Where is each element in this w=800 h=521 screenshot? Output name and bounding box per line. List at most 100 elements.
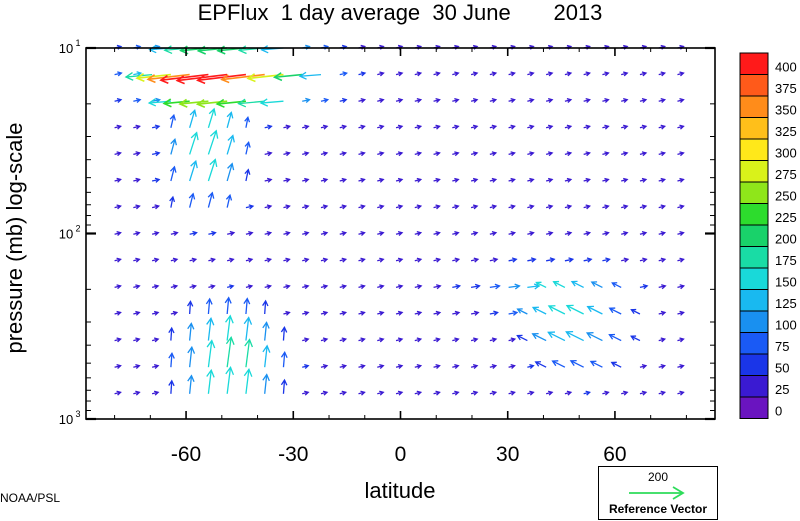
flux-arrow <box>299 73 322 77</box>
flux-arrow <box>245 169 249 182</box>
flux-arrowhead <box>341 390 348 396</box>
flux-arrowhead <box>148 45 157 54</box>
flux-arrowhead <box>188 192 196 200</box>
flux-arrowhead <box>135 204 141 210</box>
flux-arrow <box>611 361 622 368</box>
flux-arrowhead <box>397 124 404 130</box>
flux-arrowhead <box>416 71 423 77</box>
flux-arrowhead <box>187 322 195 330</box>
flux-arrowhead <box>116 231 122 236</box>
flux-arrowhead <box>660 364 667 369</box>
y-tick-label: 10 <box>59 41 73 56</box>
flux-arrowhead <box>435 124 441 130</box>
flux-arrow <box>226 315 231 341</box>
flux-arrow <box>170 353 173 368</box>
flux-arrowhead <box>679 177 685 183</box>
flux-arrowhead <box>153 284 160 290</box>
flux-arrow <box>546 258 555 262</box>
flux-arrow <box>179 100 209 105</box>
flux-arrowhead <box>154 230 160 236</box>
flux-arrowhead <box>169 113 176 121</box>
flux-arrowhead <box>322 310 329 316</box>
flux-arrowhead <box>168 379 175 387</box>
flux-arrowhead <box>262 373 270 382</box>
flux-arrowhead <box>454 71 460 77</box>
flux-arrowhead <box>135 177 141 183</box>
colorbar-swatch <box>739 267 769 290</box>
flux-arrowhead <box>454 151 460 157</box>
flux-arrowhead <box>379 204 385 210</box>
flux-arrowhead <box>187 345 196 354</box>
flux-arrowhead <box>172 310 179 316</box>
flux-arrowhead <box>472 364 479 369</box>
flux-arrow <box>260 100 284 104</box>
flux-arrowhead <box>610 361 617 367</box>
flux-arrowhead <box>585 332 594 339</box>
flux-arrowhead <box>491 177 498 183</box>
flux-arrowhead <box>547 331 555 339</box>
flux-arrowhead <box>547 124 554 130</box>
x-tick-label: 0 <box>395 443 407 466</box>
flux-arrowhead <box>229 284 235 290</box>
flux-arrowhead <box>341 177 348 183</box>
flux-arrowhead <box>512 310 519 316</box>
flux-arrowhead <box>608 333 616 340</box>
flux-arrowhead <box>379 151 385 157</box>
flux-arrowhead <box>604 124 610 130</box>
flux-arrow <box>226 112 232 128</box>
flux-arrowhead <box>146 74 156 84</box>
flux-arrowhead <box>642 257 648 263</box>
flux-arrow <box>170 114 175 128</box>
flux-arrow <box>226 163 233 182</box>
flux-arrowhead <box>322 337 329 343</box>
flux-arrowhead <box>641 231 648 236</box>
flux-arrowhead <box>623 71 629 77</box>
flux-arrowhead <box>472 124 479 130</box>
flux-arrowhead <box>416 98 423 103</box>
flux-arrowhead <box>322 390 329 396</box>
colorbar-label: 100 <box>775 317 797 332</box>
flux-arrowhead <box>360 231 366 236</box>
colorbar-label: 25 <box>775 382 789 397</box>
flux-arrow <box>548 305 566 315</box>
flux-arrowhead <box>215 98 225 108</box>
flux-arrowhead <box>304 177 310 183</box>
flux-arrowhead <box>566 98 573 103</box>
flux-arrowhead <box>379 284 385 290</box>
flux-arrowhead <box>220 74 230 84</box>
flux-arrowhead <box>529 390 535 396</box>
flux-arrowhead <box>116 364 122 369</box>
flux-arrowhead <box>492 257 499 263</box>
flux-arrow <box>226 195 231 208</box>
flux-arrow <box>170 380 173 394</box>
flux-arrowhead <box>494 283 501 290</box>
flux-arrow <box>188 375 193 394</box>
flux-arrow <box>170 328 173 341</box>
flux-arrowhead <box>679 364 685 369</box>
flux-arrowhead <box>341 124 348 130</box>
flux-arrowhead <box>266 257 273 263</box>
flux-arrowhead <box>660 177 667 183</box>
reference-vector-box: 200 Reference Vector <box>598 466 718 520</box>
flux-arrowhead <box>153 337 160 343</box>
flux-arrowhead <box>454 390 460 396</box>
flux-arrowhead <box>435 390 441 396</box>
flux-arrowhead <box>397 364 404 369</box>
flux-arrowhead <box>397 177 404 183</box>
flux-arrowhead <box>660 151 667 157</box>
flux-arrowhead <box>454 364 460 369</box>
flux-arrowhead <box>473 257 480 263</box>
flux-arrowhead <box>209 158 218 167</box>
flux-arrowhead <box>510 151 516 157</box>
flux-arrowhead <box>585 231 592 236</box>
flux-arrowhead <box>285 284 291 290</box>
flux-arrowhead <box>341 204 348 210</box>
flux-arrowhead <box>435 310 442 316</box>
colorbar-label: 225 <box>775 210 797 225</box>
y-tick-label: 10 <box>59 227 73 242</box>
flux-arrowhead <box>226 111 234 119</box>
flux-arrow <box>590 360 603 368</box>
flux-arrowhead <box>549 257 556 263</box>
flux-arrowhead <box>341 257 348 263</box>
